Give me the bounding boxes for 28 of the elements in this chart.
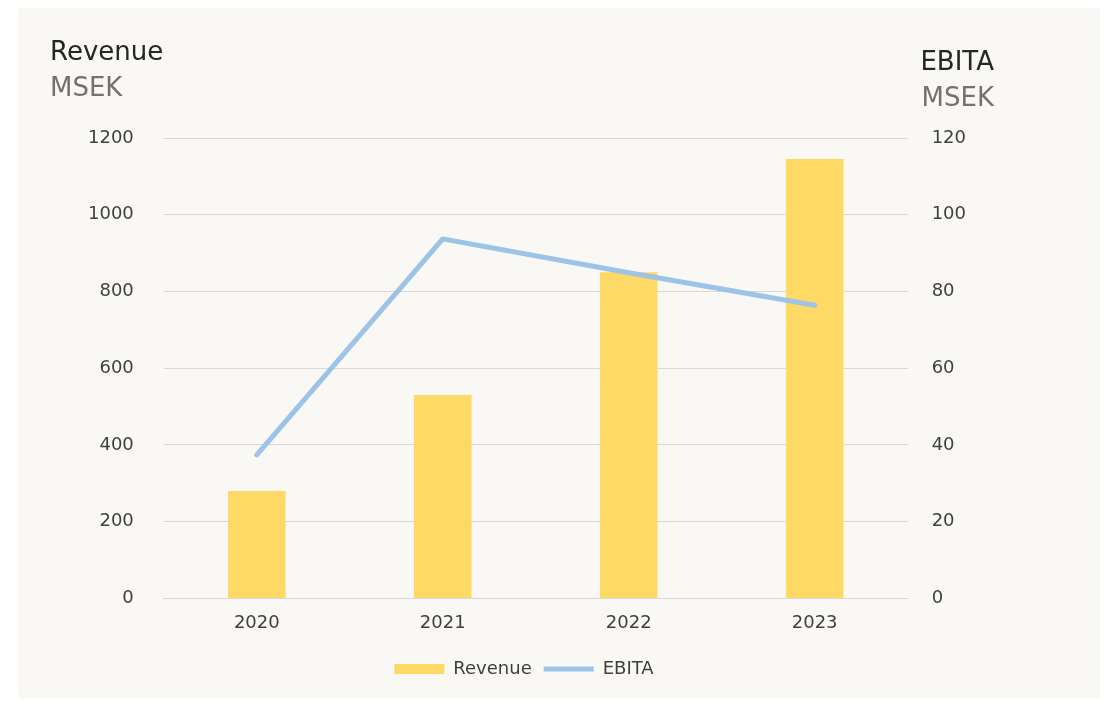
y2-tick-label: 80 bbox=[931, 279, 955, 301]
y2-tick-label: 60 bbox=[931, 355, 955, 377]
y-tick-label: 800 bbox=[99, 279, 134, 301]
y-tick-label: 400 bbox=[99, 432, 134, 454]
bar bbox=[785, 159, 844, 598]
y-axis-title: Revenue bbox=[50, 36, 164, 66]
y2-tick-label: 0 bbox=[931, 586, 944, 608]
y2-tick-label: 120 bbox=[931, 125, 966, 147]
x-tick-label: 2023 bbox=[791, 610, 838, 632]
text: MSEK bbox=[50, 72, 124, 102]
bar bbox=[227, 490, 286, 598]
x-tick-label: 2022 bbox=[605, 610, 652, 632]
y-tick-label: 200 bbox=[99, 509, 134, 531]
text: MSEK bbox=[921, 82, 995, 112]
y2-axis-title: EBITA bbox=[920, 46, 995, 76]
legend-label: EBITA bbox=[602, 656, 655, 678]
y-tick-label: 1000 bbox=[88, 202, 134, 224]
bar bbox=[599, 272, 658, 598]
x-tick-label: 2021 bbox=[419, 610, 466, 632]
y2-tick-label: 100 bbox=[931, 202, 966, 224]
y2-tick-label: 20 bbox=[931, 509, 955, 531]
y-tick-label: 0 bbox=[122, 586, 134, 608]
legend-label: Revenue bbox=[453, 656, 532, 678]
bar bbox=[413, 395, 472, 598]
y2-tick-label: 40 bbox=[931, 432, 955, 454]
y-tick-label: 1200 bbox=[88, 125, 134, 147]
y-tick-label: 600 bbox=[99, 355, 134, 377]
x-tick-label: 2020 bbox=[233, 610, 280, 632]
